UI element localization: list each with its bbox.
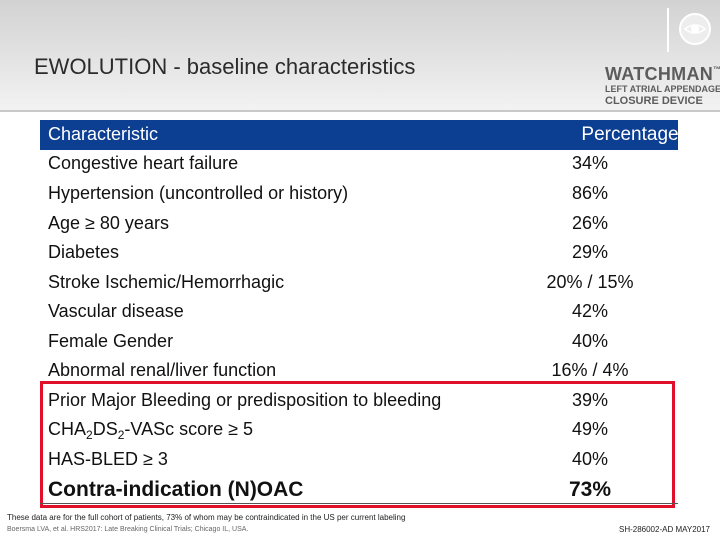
header-band [0,0,720,112]
row-label: Female Gender [48,331,174,351]
column-header-percentage: Percentage [581,124,679,145]
row-label-cha2ds2vasc: CHA2DS2-VASc score ≥ 5 [48,419,253,442]
table-row: Stroke Ischemic/Hemorrhagic 20% / 15% [48,272,678,302]
table-row: CHA2DS2-VASc score ≥ 5 49% [48,419,678,449]
brand-trademark: ™ [713,65,720,74]
column-header-characteristic: Characteristic [48,124,159,144]
row-value: 40% [571,331,609,351]
row-label: Age ≥ 80 years [48,213,169,233]
company-logo-icon [679,13,711,45]
header-divider [0,110,720,112]
table-row: Congestive heart failure 34% [48,153,678,183]
row-label: Congestive heart failure [48,153,239,173]
table-row: Female Gender 40% [48,331,678,361]
table-row: HAS-BLED ≥ 3 40% [48,449,678,479]
row-label: Prior Major Bleeding or predisposition t… [48,390,442,410]
row-value: 49% [571,419,609,439]
row-label: Diabetes [48,242,120,262]
table-bottom-rule [40,503,678,504]
table-row: Prior Major Bleeding or predisposition t… [48,390,678,420]
table-row: Age ≥ 80 years 26% [48,213,678,243]
slide-title: EWOLUTION - baseline characteristics [34,54,416,79]
row-label: Contra-indication (N)OAC [48,478,304,501]
row-label: Vascular disease [48,301,184,321]
brand-subtitle-2: CLOSURE DEVICE [605,95,703,107]
row-value: 39% [571,390,609,410]
brand-name: WATCHMAN [605,64,714,84]
brand-subtitle-1: LEFT ATRIAL APPENDAGE [605,84,720,94]
row-value: 86% [571,183,609,203]
logo-divider [667,8,669,52]
citation: Boersma LVA, et al. HRS2017: Late Breaki… [7,526,249,533]
row-label: Abnormal renal/liver function [48,360,277,380]
row-value: 40% [571,449,609,469]
row-label: HAS-BLED ≥ 3 [48,449,168,469]
highlight-box [40,381,675,508]
watchman-logo: WATCHMAN™ LEFT ATRIAL APPENDAGE CLOSURE … [605,60,720,108]
footnote: These data are for the full cohort of pa… [7,513,406,522]
row-value: 42% [571,301,609,321]
table-header: Characteristic Percentage [40,120,679,150]
document-code: SH-286002-AD MAY2017 [618,525,710,534]
row-value: 20% / 15% [546,272,634,292]
row-value: 26% [571,213,609,233]
row-label: Hypertension (uncontrolled or history) [48,183,349,203]
row-value: 34% [571,153,609,173]
table-row: Hypertension (uncontrolled or history) 8… [48,183,678,213]
row-label: Stroke Ischemic/Hemorrhagic [48,272,285,292]
table-row-highlight: Contra-indication (N)OAC 73% [48,478,678,508]
row-value: 73% [568,478,612,501]
table-row: Vascular disease 42% [48,301,678,331]
row-value: 29% [571,242,609,262]
table-row: Abnormal renal/liver function 16% / 4% [48,360,678,390]
table-row: Diabetes 29% [48,242,678,272]
row-value: 16% / 4% [551,360,629,380]
